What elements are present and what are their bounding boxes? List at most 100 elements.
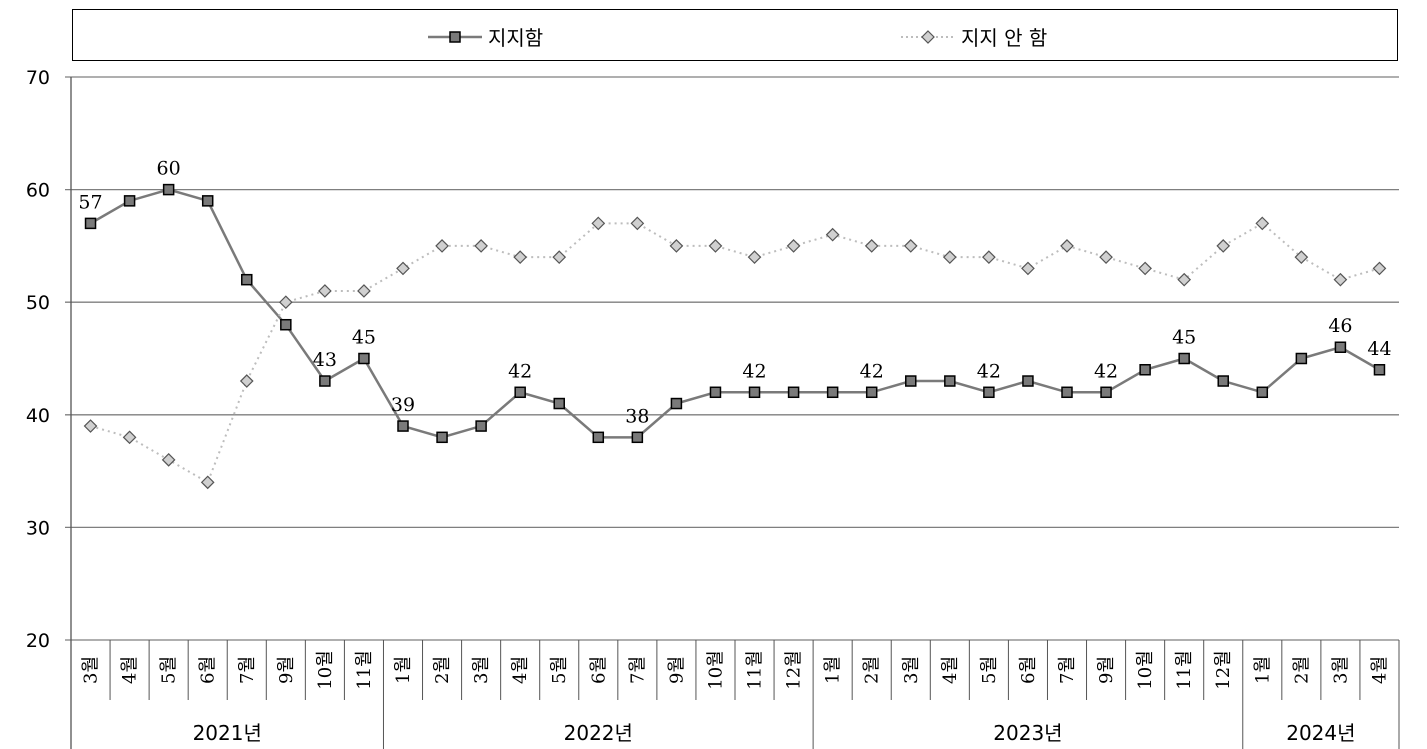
data-label: 42 (508, 360, 532, 382)
point-not-support (1216, 239, 1231, 253)
point-support (553, 397, 565, 410)
point-not-support (357, 284, 371, 298)
point-not-support (825, 227, 840, 242)
point-not-support (435, 239, 449, 253)
point-support (709, 386, 722, 399)
legend-label-series-1: 지지함 (488, 26, 544, 50)
data-label: 39 (391, 394, 415, 416)
x-tick-label: 2월 (1291, 656, 1312, 684)
x-tick-label: 9월 (276, 656, 297, 684)
data-label: 38 (625, 405, 649, 427)
point-not-support (239, 374, 254, 388)
point-not-support (1255, 216, 1270, 231)
x-tick-label: 6월 (198, 656, 219, 684)
point-support (201, 195, 214, 207)
x-tick-label: 3월 (471, 656, 492, 684)
point-support (319, 375, 331, 387)
year-label: 2022년 (564, 721, 633, 745)
legend-item-series-1: 지지함 (428, 22, 543, 51)
x-tick-label: 12월 (1213, 650, 1234, 689)
point-support (1100, 386, 1112, 399)
diamond-marker-dotted-line-icon (901, 29, 955, 44)
point-support (1022, 375, 1034, 387)
y-tick-label: 40 (26, 405, 50, 427)
point-support (280, 318, 292, 331)
point-not-support (200, 475, 215, 490)
point-not-support (122, 430, 137, 445)
point-not-support (83, 419, 98, 433)
point-support (1373, 364, 1386, 376)
point-support (748, 386, 761, 399)
data-label: 42 (1094, 360, 1118, 382)
x-tick-label: 11월 (1174, 650, 1195, 689)
point-support (436, 431, 448, 444)
point-not-support (474, 239, 488, 253)
x-tick-label: 7월 (627, 656, 648, 684)
x-tick-label: 5월 (549, 656, 570, 684)
year-label: 2023년 (993, 721, 1062, 745)
data-label: 46 (1328, 315, 1352, 337)
data-label: 60 (157, 158, 181, 180)
square-marker-line-icon (428, 30, 482, 43)
x-tick-label: 10월 (705, 650, 726, 689)
data-label: 43 (313, 349, 337, 371)
x-tick-label: 10월 (1135, 650, 1156, 689)
point-not-support (513, 250, 528, 265)
year-label: 2021년 (193, 721, 262, 745)
x-tick-label: 3월 (81, 656, 102, 684)
y-tick-label: 20 (26, 630, 50, 652)
point-not-support (747, 250, 762, 265)
point-not-support (1177, 272, 1192, 287)
point-not-support (630, 216, 645, 231)
x-tick-label: 4월 (940, 656, 961, 684)
point-support (1061, 386, 1073, 399)
point-not-support (1099, 250, 1113, 265)
point-support (983, 386, 995, 399)
legend: 지지함 지지 안 함 (72, 9, 1398, 61)
y-tick-label: 30 (26, 517, 50, 539)
x-tick-label: 12월 (784, 650, 805, 689)
point-not-support (161, 452, 176, 467)
data-label: 45 (1172, 327, 1196, 349)
point-support (670, 397, 683, 410)
legend-item-series-2: 지지 안 함 (901, 22, 1047, 51)
series-line-not-support (90, 222, 1380, 484)
point-not-support (942, 250, 957, 265)
x-tick-label: 7월 (1057, 656, 1078, 684)
point-not-support (1138, 261, 1152, 276)
point-not-support (1333, 272, 1348, 287)
data-label: 42 (977, 360, 1001, 382)
point-support (123, 195, 136, 207)
point-support (787, 386, 800, 399)
x-tick-label: 3월 (901, 656, 922, 684)
x-tick-label: 11월 (354, 650, 375, 689)
x-tick-label: 10월 (315, 650, 336, 689)
point-support (1217, 375, 1229, 387)
point-not-support (982, 250, 996, 265)
y-tick-label: 50 (26, 292, 50, 314)
point-not-support (318, 284, 332, 298)
x-tick-label: 3월 (1330, 656, 1351, 684)
data-label: 57 (78, 191, 102, 213)
data-label: 42 (742, 360, 766, 382)
point-support (1178, 352, 1190, 365)
point-support (826, 386, 839, 399)
data-label: 42 (860, 360, 884, 382)
point-support (241, 273, 253, 286)
point-support (944, 375, 956, 387)
point-support (1256, 386, 1269, 399)
x-tick-label: 1월 (393, 656, 414, 684)
point-not-support (1021, 261, 1035, 276)
point-support (1295, 352, 1308, 365)
x-tick-label: 6월 (588, 656, 609, 684)
x-tick-label: 4월 (510, 656, 531, 684)
x-tick-label: 1월 (1252, 656, 1273, 684)
point-not-support (786, 239, 801, 253)
x-tick-label: 5월 (159, 656, 180, 684)
x-tick-label: 9월 (1096, 656, 1117, 684)
year-label: 2024년 (1286, 721, 1355, 745)
x-tick-label: 2월 (862, 656, 883, 684)
data-label: 44 (1367, 338, 1391, 360)
point-support (631, 431, 644, 444)
x-tick-label: 4월 (120, 656, 141, 684)
